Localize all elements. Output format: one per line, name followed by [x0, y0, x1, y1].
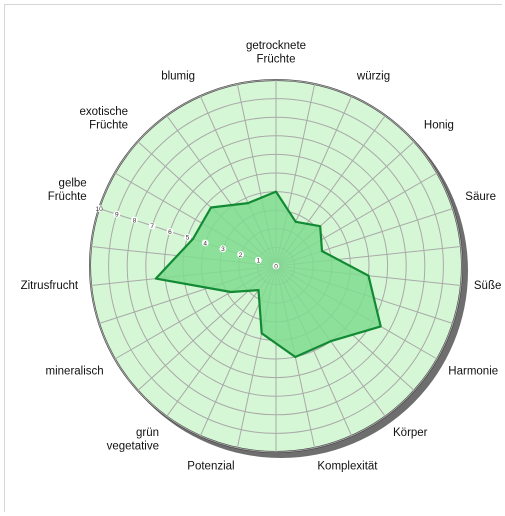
axis-label-exotische-früchte: exotische Früchte	[80, 106, 129, 132]
tick-label: 3	[221, 246, 225, 253]
axis-label-harmonie: Harmonie	[448, 366, 498, 378]
tick-label: 9	[115, 212, 119, 219]
axis-label-körper: Körper	[393, 427, 428, 439]
chart-frame	[4, 4, 502, 512]
axis-label-line: blumig	[161, 71, 195, 83]
tick-bg	[272, 262, 280, 270]
axis-label-line: Körper	[393, 427, 428, 439]
axis-label-line: Harmonie	[448, 366, 498, 378]
tick-label: 5	[186, 235, 190, 242]
data-point-exotische-früchte	[210, 206, 212, 209]
axis-label-honig: Honig	[424, 119, 454, 131]
axis-label-line: Honig	[424, 119, 454, 131]
tick-bg	[254, 256, 262, 264]
axis-label-grün-vegetative: grün vegetative	[107, 427, 159, 453]
tick-bg	[166, 228, 174, 235]
axis-label-line: grün	[136, 427, 159, 439]
tick-label: 0	[274, 263, 278, 270]
axis-label-line: Zitrusfrucht	[21, 280, 79, 292]
axis-label-potenzial: Potenzial	[187, 461, 234, 473]
data-point-getrocknete-früchte	[275, 190, 277, 193]
axis-label-blumig: blumig	[161, 71, 195, 83]
tick-bg	[237, 251, 245, 258]
axis-label-line: Säure	[465, 191, 496, 203]
data-point-harmonie	[379, 325, 382, 328]
axis-label-süße: Süße	[474, 280, 502, 292]
tick-bg	[184, 233, 192, 241]
data-point-süße	[367, 274, 370, 277]
axis-label-line: mineralisch	[46, 366, 104, 378]
axis-label-gelbe-früchte: gelbe Früchte	[48, 178, 87, 204]
data-point-honig	[319, 225, 322, 227]
tick-bg	[131, 216, 138, 224]
data-point-blumig	[247, 202, 249, 204]
data-point-potenzial	[260, 332, 263, 335]
data-point-mineralisch	[230, 291, 232, 293]
tick-bg	[219, 245, 227, 253]
data-point-grün-vegetative	[257, 289, 260, 291]
axis-label-zitrusfrucht: Zitrusfrucht	[21, 280, 79, 292]
tick-label: 1	[256, 258, 260, 265]
axis-label-line: Potenzial	[187, 461, 234, 473]
axis-label-getrocknete-früchte: getrocknete Früchte	[246, 40, 306, 66]
axis-label-mineralisch: mineralisch	[46, 366, 104, 378]
axis-label-line: Komplexität	[317, 461, 378, 473]
data-point-gelbe-früchte	[192, 238, 194, 240]
axis-label-line: Früchte	[89, 119, 128, 131]
tick-label: 6	[168, 229, 172, 236]
axis-label-line: Früchte	[48, 191, 87, 203]
tick-label: 8	[133, 217, 137, 224]
axis-label-würzig: würzig	[356, 71, 390, 83]
tick-bg	[201, 239, 209, 247]
axis-label-line: würzig	[356, 71, 390, 83]
tick-label: 2	[239, 252, 243, 259]
axis-label-line: Süße	[474, 280, 502, 292]
tick-label: 7	[150, 223, 154, 230]
axis-label-line: vegetative	[107, 441, 159, 453]
series-area-0	[154, 190, 382, 359]
axis-label-säure: Säure	[465, 191, 496, 203]
tick-label: 4	[203, 240, 207, 247]
axis-label-line: gelbe	[59, 178, 87, 190]
tick-bg	[95, 205, 103, 212]
data-point-körper	[329, 340, 332, 343]
tick-label: 10	[95, 206, 103, 213]
axis-label-line: exotische	[80, 106, 129, 118]
axis-label-line: getrocknete	[246, 40, 306, 52]
data-point-säure	[321, 250, 323, 252]
tick-bg	[148, 222, 156, 230]
data-point-würzig	[294, 221, 297, 223]
axis-label-komplexität: Komplexität	[317, 461, 378, 473]
data-point-zitrusfrucht	[155, 277, 157, 280]
data-point-komplexität	[294, 356, 297, 358]
tick-bg	[113, 210, 121, 218]
axis-label-line: Früchte	[257, 54, 296, 66]
